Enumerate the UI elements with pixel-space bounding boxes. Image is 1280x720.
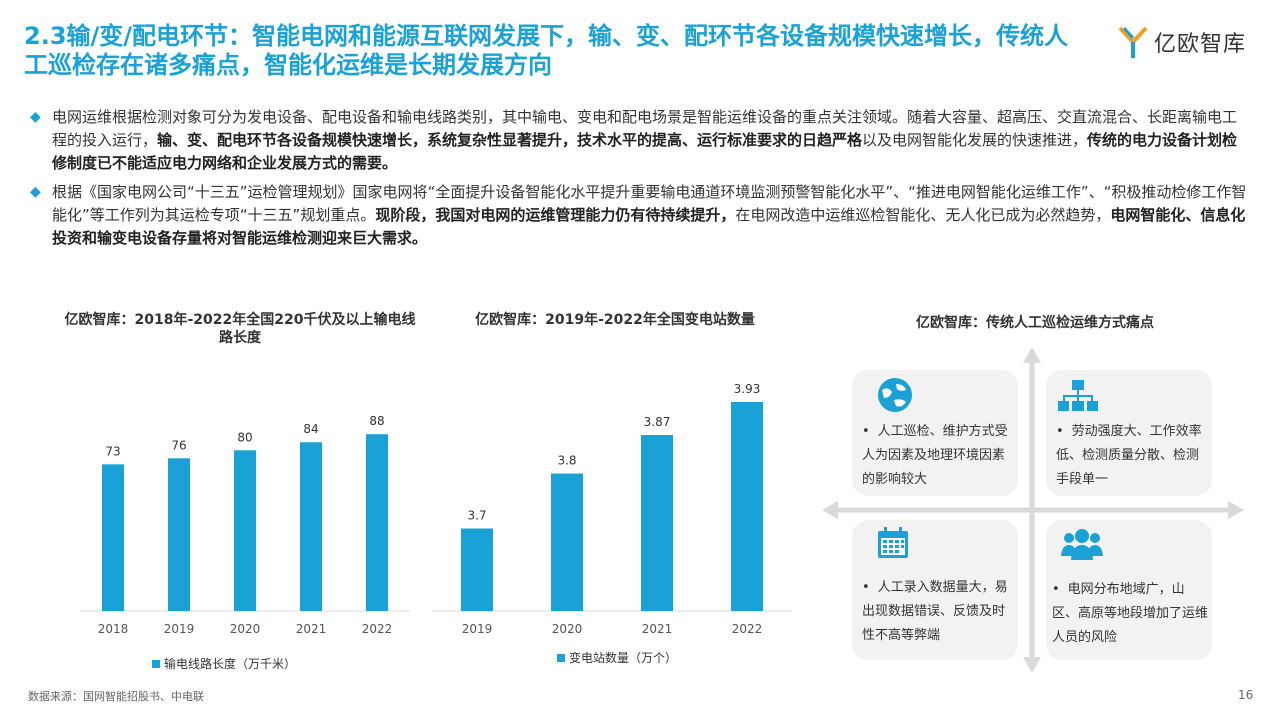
bar — [461, 528, 493, 611]
logo: 亿欧智库 — [1118, 22, 1246, 62]
dot-bullet: • — [1056, 424, 1064, 439]
bullet-1-seg-2: 输、变、配电环节各设备规模快速增长，系统复杂性显著提升，技术水平的提高、运行标准… — [157, 131, 863, 149]
quadrant-axes — [822, 347, 1244, 673]
logo-text: 亿欧智库 — [1154, 32, 1247, 57]
page-number: 16 — [1238, 688, 1254, 702]
chart-2-legend: 变电站数量（万个） — [557, 649, 677, 666]
dot-bullet: • — [1052, 582, 1060, 597]
org-chart-icon — [1058, 378, 1098, 418]
chart-1-transmission-line-length: 73 2018 76 2019 80 2020 84 2021 88 2022 — [80, 414, 410, 636]
legend-swatch — [557, 653, 565, 662]
pain-points-title: 亿欧智库：传统人工巡检运维方式痛点 — [916, 315, 1154, 331]
data-label: 88 — [369, 414, 384, 428]
bar — [234, 450, 256, 611]
x-tick-label: 2021 — [642, 622, 673, 636]
bullet-item: ◆ 电网运维根据检测对象可分为发电设备、配电设备和输电线路类别，其中输电、变电和… — [30, 106, 1250, 175]
bullet-item: ◆ 根据《国家电网公司“十三五”运检管理规划》国家电网将“全面提升设备智能化水平… — [30, 181, 1250, 250]
x-tick-label: 2019 — [164, 622, 195, 636]
legend-swatch — [152, 659, 160, 668]
bar — [366, 434, 388, 611]
data-label: 73 — [105, 444, 120, 458]
bullet-1-seg-3: 以及电网智能化发展的快速推进， — [862, 131, 1088, 149]
pain-point-card: • 人工巡检、维护方式受人为因素及地理环境因素的影响较大 — [852, 370, 1018, 496]
chart-2-substation-count: 3.7 2019 3.8 2020 3.87 2021 3.93 2022 — [432, 382, 792, 636]
bullet-1-seg-4: 传统的电力设备计划检修制度已不能适应电力网络和企业发展方式的需要。 — [52, 131, 1238, 172]
bullet-2-seg-1: 根据《国家电网公司“十三五”运检管理规划》国家电网将“全面提升设备智能化水平提升… — [52, 183, 1247, 224]
chart-1-legend-label: 输电线路长度（万千米） — [164, 657, 297, 671]
pain-point-text-4: 电网分布地域广，山区、高原等地段增加了运维人员的风险 — [1052, 582, 1209, 645]
chart-1-legend: 输电线路长度（万千米） — [152, 655, 296, 672]
pain-point-card: • 劳动强度大、工作效率低、检测质量分散、检测手段单一 — [1046, 370, 1212, 496]
yiou-logo-icon — [1118, 26, 1148, 58]
bar — [300, 442, 322, 611]
diamond-bullet-icon: ◆ — [30, 184, 41, 200]
bar — [641, 435, 673, 611]
dot-bullet: • — [862, 580, 870, 595]
bullet-2-seg-4: 电网智能化、信息化投资和输变电设备存量将对智能运维检测迎来巨大需求。 — [52, 206, 1246, 247]
data-label: 3.8 — [557, 454, 576, 468]
x-tick-label: 2019 — [462, 622, 493, 636]
data-label: 3.87 — [644, 415, 671, 429]
bullet-1-seg-1: 电网运维根据检测对象可分为发电设备、配电设备和输电线路类别，其中输电、变电和配电… — [52, 108, 1238, 149]
x-tick-label: 2021 — [296, 622, 327, 636]
page-title: 2.3输/变/配电环节：智能电网和能源互联网发展下，输、变、配环节各设备规模快速… — [24, 22, 1069, 79]
pain-point-text-1: 人工巡检、维护方式受人为因素及地理环境因素的影响较大 — [862, 424, 1008, 487]
pain-point-text-2: 劳动强度大、工作效率低、检测质量分散、检测手段单一 — [1056, 424, 1202, 487]
chart-2-legend-label: 变电站数量（万个） — [569, 651, 678, 665]
x-tick-label: 2022 — [732, 622, 763, 636]
pain-point-card: • 人工录入数据量大，易出现数据错误、反馈及时性不高等弊端 — [852, 520, 1018, 660]
dot-bullet: • — [862, 424, 870, 439]
bullet-list: ◆ 电网运维根据检测对象可分为发电设备、配电设备和输电线路类别，其中输电、变电和… — [30, 106, 1250, 256]
data-label: 84 — [303, 422, 318, 436]
people-icon — [1060, 528, 1104, 566]
data-source: 数据来源：国网智能招股书、中电联 — [28, 690, 204, 703]
data-label: 3.7 — [467, 509, 486, 523]
bar — [168, 458, 190, 611]
diamond-bullet-icon: ◆ — [30, 109, 41, 125]
calendar-icon — [876, 526, 910, 564]
bar — [102, 464, 124, 611]
data-label: 3.93 — [734, 382, 761, 396]
chart-2-title: 亿欧智库：2019年-2022年全国变电站数量 — [475, 312, 755, 328]
pain-point-text-3: 人工录入数据量大，易出现数据错误、反馈及时性不高等弊端 — [862, 580, 1008, 643]
pain-point-card: • 电网分布地域广，山区、高原等地段增加了运维人员的风险 — [1046, 520, 1212, 660]
globe-icon — [876, 376, 914, 418]
x-tick-label: 2020 — [230, 622, 261, 636]
bar — [731, 402, 763, 611]
chart-1-title: 亿欧智库：2018年-2022年全国220千伏及以上输电线路长度 — [64, 312, 416, 346]
x-tick-label: 2020 — [552, 622, 583, 636]
data-label: 76 — [171, 438, 186, 452]
x-tick-label: 2022 — [362, 622, 393, 636]
bullet-2-seg-3: 在电网改造中运维巡检智能化、无人化已成为必然趋势， — [735, 206, 1111, 224]
x-tick-label: 2018 — [98, 622, 129, 636]
data-label: 80 — [237, 430, 252, 444]
bullet-2-seg-2: 现阶段，我国对电网的运维管理能力仍有待持续提升， — [375, 206, 736, 224]
bar — [551, 473, 583, 611]
